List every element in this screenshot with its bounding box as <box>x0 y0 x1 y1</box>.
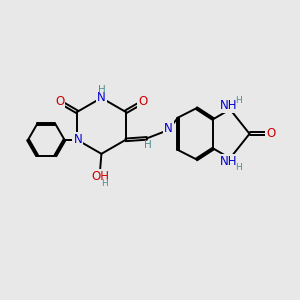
Text: NH: NH <box>220 99 237 112</box>
Text: H: H <box>235 96 242 105</box>
Text: H: H <box>98 85 105 94</box>
Text: O: O <box>55 95 64 108</box>
Text: N: N <box>164 122 173 135</box>
Text: N: N <box>97 92 106 104</box>
Text: NH: NH <box>220 155 237 168</box>
Text: O: O <box>266 127 275 140</box>
Text: O: O <box>138 95 148 108</box>
Text: H: H <box>235 163 242 172</box>
Text: H: H <box>101 179 108 188</box>
Text: OH: OH <box>91 170 109 183</box>
Text: N: N <box>74 133 82 146</box>
Text: H: H <box>144 140 151 150</box>
